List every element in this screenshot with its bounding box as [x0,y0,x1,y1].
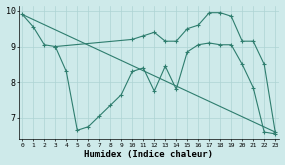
X-axis label: Humidex (Indice chaleur): Humidex (Indice chaleur) [84,150,213,159]
